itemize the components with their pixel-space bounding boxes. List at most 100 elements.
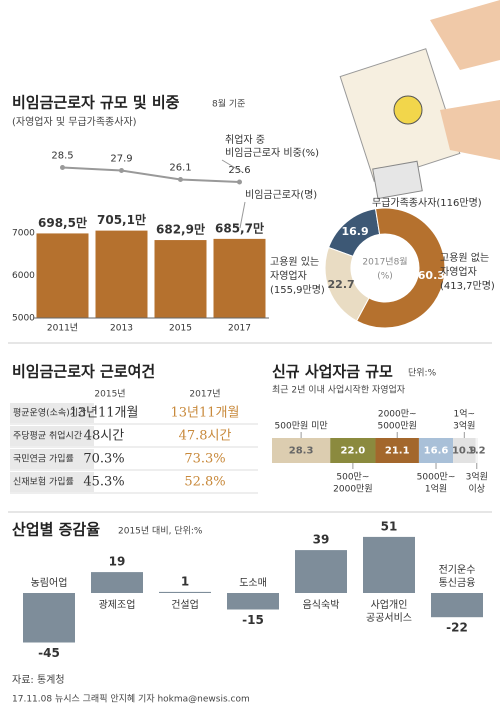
- slice: [355, 207, 446, 329]
- value-label: -22: [446, 621, 468, 635]
- y-tick-label: 7000: [12, 228, 35, 238]
- column-header: 2015년: [94, 389, 125, 400]
- segment-label: 1억~: [454, 408, 476, 420]
- section-subtitle: 최근 2년 이내 사업시작한 자영업자: [272, 385, 406, 396]
- segment: [475, 438, 478, 463]
- point: [119, 168, 124, 173]
- section-title: 신규 사업자금 규모: [272, 363, 393, 381]
- bar: [363, 536, 415, 593]
- point: [178, 177, 183, 182]
- slice: [324, 246, 370, 322]
- center-label: 2017년8월: [362, 256, 407, 268]
- value-label: 22.0: [341, 446, 366, 457]
- bar: [95, 230, 148, 318]
- cell: 52.8%: [184, 475, 225, 490]
- value-label: -15: [242, 613, 264, 627]
- row-label-bg: [10, 426, 94, 446]
- value-label: 19: [109, 555, 126, 569]
- table-title: 비임금근로자 근로여건: [12, 363, 155, 381]
- slice-label: (413,7만명): [440, 280, 495, 292]
- bar: [431, 593, 483, 618]
- section-title: 산업별 증감율: [12, 521, 100, 539]
- bar: [213, 238, 266, 318]
- cell: 48시간: [84, 429, 125, 444]
- value-label: 16.6: [424, 446, 449, 457]
- row-label: 평균운영(소속)기간: [13, 408, 86, 419]
- category-label: 전기운수: [439, 564, 476, 576]
- slice-label: 자영업자: [270, 269, 307, 282]
- row-label: 신재보험 가입률: [13, 476, 74, 488]
- value-label: 698,5만: [38, 215, 87, 230]
- segment-label: 1억원: [425, 483, 447, 495]
- row-label-bg: [10, 449, 94, 469]
- column-header: 2017년: [189, 389, 220, 400]
- value-label: 16.9: [342, 225, 369, 238]
- category-label: 음식숙박: [303, 599, 340, 611]
- bulb: [393, 95, 423, 125]
- segment-label: 2000만원: [333, 484, 372, 495]
- cell: 13년11개월: [70, 406, 139, 421]
- category-label: 통신금융: [439, 577, 476, 589]
- category-label: 건설업: [171, 598, 199, 611]
- hand: [440, 100, 500, 160]
- segment: [330, 438, 376, 463]
- category-label: 공공서비스: [366, 612, 412, 624]
- value-label: 21.1: [385, 446, 410, 457]
- bar-label: 비임금근로자(명): [245, 188, 317, 201]
- x-tick-label: 2013: [110, 324, 133, 334]
- row-label: 주당평균 취업시간: [13, 431, 82, 442]
- segment-label: 500만원 미만: [275, 421, 328, 432]
- bar: [154, 240, 207, 318]
- slice-label: 고용원 없는: [440, 251, 489, 264]
- value-label: 22.7: [328, 278, 355, 291]
- value-label: 60.3: [418, 269, 445, 282]
- segment-label: 5000만원: [377, 421, 416, 432]
- point: [60, 165, 65, 170]
- leader: [221, 159, 243, 173]
- segment-label: 500만~: [336, 472, 369, 483]
- segment-label: 5000만~: [417, 472, 456, 483]
- leader: [239, 201, 246, 229]
- credit: 17.11.08 뉴시스 그래픽 안지혜 기자 hokma@newsis.com: [12, 693, 250, 705]
- bar: [36, 233, 89, 318]
- cell: 73.3%: [184, 452, 225, 467]
- segment: [418, 438, 454, 463]
- value-label: 26.1: [169, 163, 191, 174]
- segment: [453, 438, 476, 463]
- x-tick-label: 2017: [228, 324, 251, 334]
- slice-label: 고용원 있는: [270, 256, 319, 268]
- line-label: 취업자 중: [225, 133, 265, 146]
- bar: [227, 593, 279, 610]
- slice-label: (155,9만명): [270, 284, 325, 296]
- y-tick-label: 6000: [12, 271, 35, 281]
- slice-label: 무급가족종사자(116만명): [372, 197, 482, 209]
- row-label-bg: [10, 472, 94, 492]
- bar: [23, 593, 75, 643]
- value-label: 10.9: [452, 446, 477, 457]
- category-label: 도소매: [239, 577, 267, 589]
- calculator: [372, 160, 423, 200]
- segment: [375, 438, 419, 463]
- value-label: 39: [313, 533, 330, 547]
- x-tick-label: 2011년: [47, 323, 78, 334]
- section-subtitle: 2015년 대비, 단위:%: [118, 526, 203, 537]
- point: [237, 179, 242, 185]
- cell: 13년11개월: [171, 406, 240, 421]
- x-tick-label: 2015: [169, 324, 192, 334]
- center-unit: (%): [377, 272, 393, 282]
- category-label: 광제조업: [99, 598, 136, 611]
- line: [62, 166, 240, 183]
- y-tick-label: 5000: [12, 314, 35, 324]
- cell: 47.8시간: [179, 429, 232, 444]
- value-label: 51: [381, 519, 398, 533]
- segment-label: 2000만~: [378, 409, 417, 420]
- value-label: -45: [38, 646, 60, 660]
- segment-label: 이상: [468, 484, 485, 495]
- source: 자료: 통계청: [12, 674, 65, 686]
- value-label: 1: [181, 574, 189, 588]
- segment-label: 3억원: [466, 471, 488, 483]
- slice-label: 자영업자: [440, 265, 477, 278]
- bar: [159, 591, 211, 593]
- value-label: 682,9만: [156, 222, 205, 237]
